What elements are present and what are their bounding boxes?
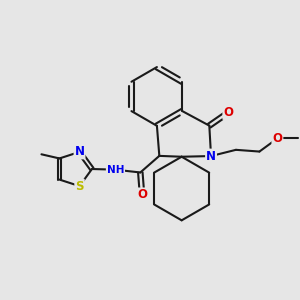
Text: O: O [223,106,233,119]
Text: S: S [75,180,84,193]
Text: N: N [74,146,85,158]
Text: O: O [137,188,147,201]
Text: N: N [206,149,216,163]
Text: NH: NH [107,165,124,175]
Text: O: O [272,132,282,145]
